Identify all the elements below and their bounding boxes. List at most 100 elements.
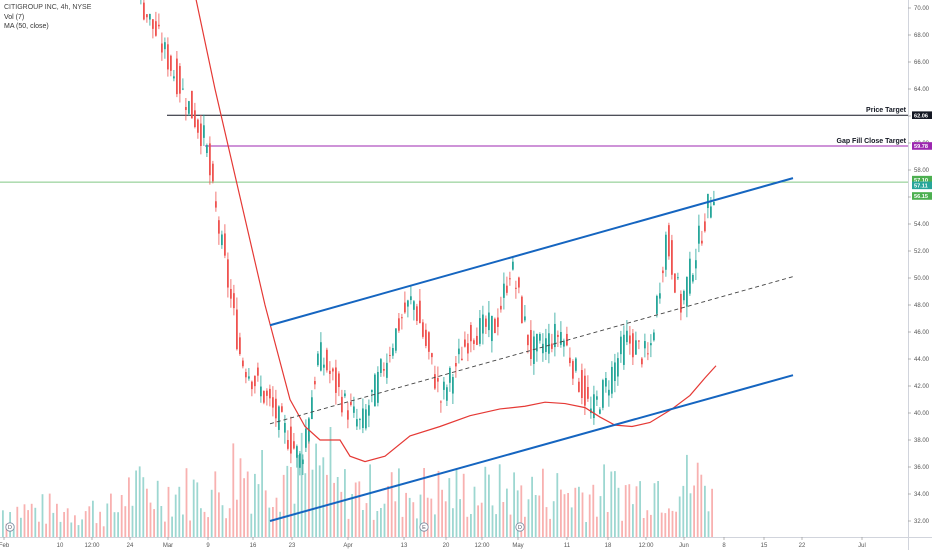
volume-bar [232,443,235,537]
candle-body [683,291,685,301]
candle-body [407,300,409,307]
volume-bar [635,486,638,537]
ma-indicator-label[interactable]: MA (50, close) [4,23,49,30]
candle-body [446,387,448,401]
candle-body [227,259,229,288]
volume-bar [531,476,533,537]
volume-bar [668,508,670,537]
volume-bar [30,503,33,537]
price-tick-label: 32.00 [914,519,930,525]
candle-body [422,322,424,337]
volume-bar [455,468,458,537]
candle-body [332,368,334,372]
volume-bar [696,462,699,537]
time-tick-label: 20 [443,543,450,549]
volume-bar [185,468,188,537]
channel-upper-line[interactable] [269,177,794,327]
event-marker[interactable] [419,522,429,532]
candle-body [557,334,559,337]
volume-bar [686,454,688,537]
candle-body [710,206,712,218]
candle-body [629,335,631,344]
volume-indicator-label[interactable]: Vol (7) [4,13,25,21]
symbol-title[interactable]: CITIGROUP INC, 4h, NYSE [4,4,92,11]
candle-body [329,370,331,374]
candle-body [191,90,193,119]
volume-bar [596,516,598,537]
price-tick-label: 52.00 [914,249,930,255]
price-tick-label: 68.00 [914,33,930,39]
volume-bar [711,488,713,537]
time-tick-label: 11 [564,543,571,549]
volume-bar [592,484,595,537]
price-tick-label: 70.00 [914,6,930,12]
volume-bar [405,492,407,537]
volume-bar [236,499,238,537]
moving-average-line[interactable] [195,0,717,463]
event-marker[interactable] [5,522,15,532]
volume-bar [657,481,659,537]
volume-bar [174,494,177,537]
time-tick-label: 10 [57,543,64,549]
volume-bar [160,506,163,537]
candle-body [341,396,343,413]
candle-body [413,301,415,310]
channel-lower-line[interactable] [269,374,794,522]
volume-bar [362,510,364,537]
volume-bar [610,471,613,537]
candle-body [695,260,697,269]
candle-body [563,340,565,347]
volume-bar [336,477,339,537]
volume-bar [556,473,559,537]
event-marker-label: E [422,525,426,531]
volume-bar [390,472,393,537]
volume-bar [210,489,213,537]
volume-bar [124,506,127,537]
volume-bar [621,520,623,537]
candle-body [335,367,337,393]
volume-bar [412,502,415,537]
volume-bar [340,491,343,537]
time-tick-label: 12:00 [84,543,100,549]
candle-body [263,391,265,403]
candle-body [692,274,694,282]
candle-body [221,234,223,246]
time-tick-label: May [512,543,523,549]
candle-body [377,371,379,403]
candle-body [296,446,298,458]
candle-body [371,389,373,393]
candle-body [185,107,187,111]
volume-bar [581,492,584,537]
volume-bar [117,512,119,537]
volume-bar [459,499,461,537]
candle-body [512,261,514,270]
candle-body [293,441,295,449]
price-tick-label: 44.00 [914,357,930,363]
candle-body [287,439,289,449]
volume-bar [344,469,346,537]
price-tag [912,142,932,150]
candle-body [500,305,502,310]
volume-bar [20,517,22,537]
candle-body [224,233,226,256]
volume-bar [196,482,199,537]
volume-bar [12,525,15,537]
event-marker[interactable] [515,522,525,532]
candle-body [389,355,391,357]
volume-bar [498,464,501,537]
volume-bar [624,485,627,537]
volume-bar [376,511,379,537]
volume-bar [477,505,479,537]
time-tick-label: 12:00 [474,543,490,549]
candle-body [365,409,367,429]
candle-body [290,426,292,454]
price-tag [912,175,932,184]
volume-bar [383,503,386,537]
volume-bar [95,523,98,537]
time-tick-label: 12:00 [638,543,654,549]
candle-body [305,428,307,448]
candle-body [575,358,577,371]
volume-bar [322,457,325,537]
